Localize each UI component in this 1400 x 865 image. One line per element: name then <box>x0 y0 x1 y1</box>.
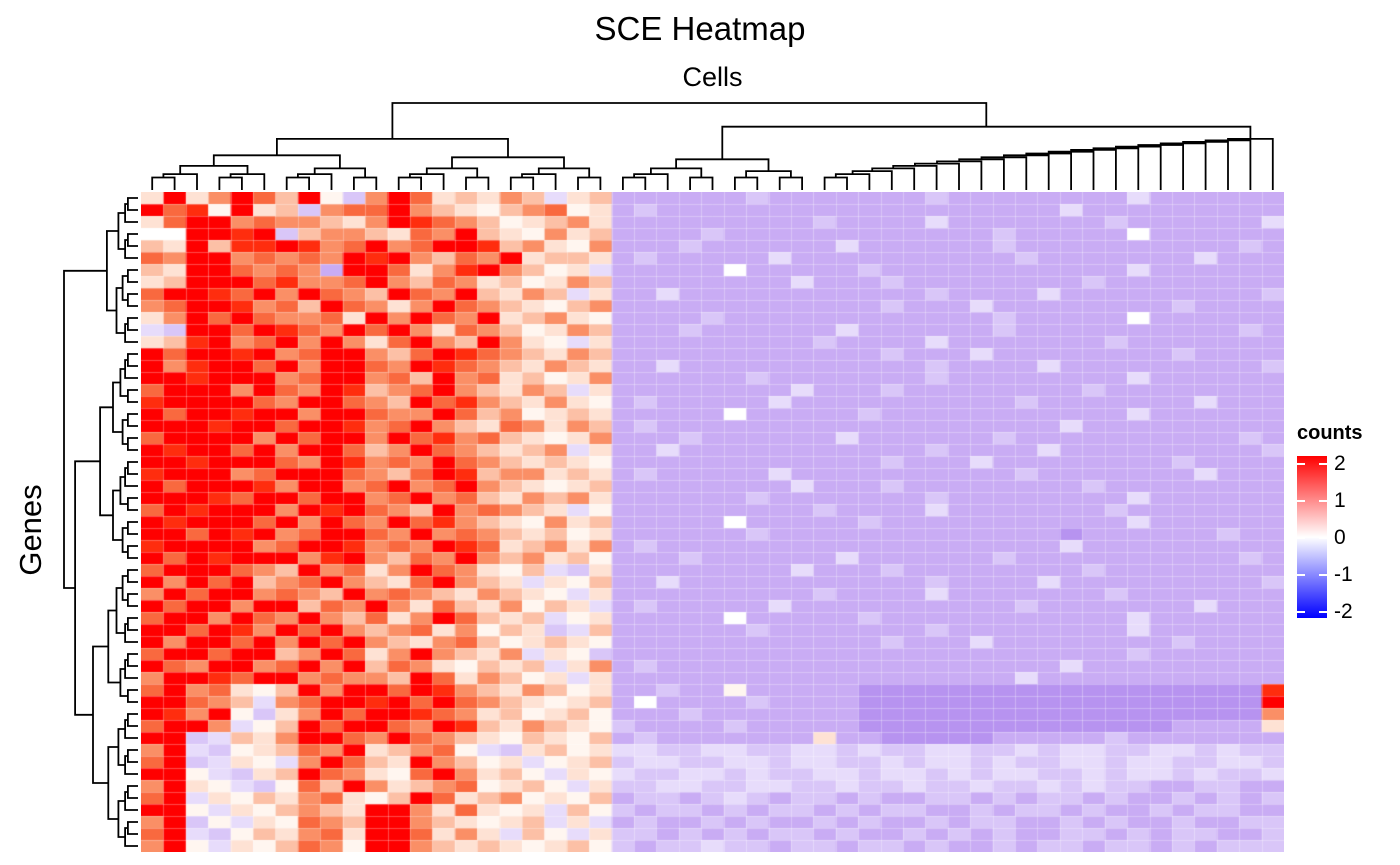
legend-tick-label: -1 <box>1334 563 1353 586</box>
legend-tick-label: 0 <box>1334 526 1346 549</box>
legend-tick-mark <box>1319 500 1327 502</box>
legend-tick-label: 1 <box>1334 489 1346 512</box>
heatmap-canvas <box>141 192 1284 852</box>
legend-tick-mark <box>1319 463 1327 465</box>
chart-title: SCE Heatmap <box>594 10 806 47</box>
legend-tick-mark <box>1319 574 1327 576</box>
column-axis-label: Cells <box>682 62 743 92</box>
legend-title: counts <box>1297 422 1363 444</box>
legend-tick-mark <box>1319 611 1327 613</box>
legend-tick-label: 2 <box>1334 452 1346 475</box>
legend: counts 2 1 0 -1 -2 <box>1290 420 1400 640</box>
legend-tick-mark <box>1297 537 1305 539</box>
legend-tick-mark <box>1297 574 1305 576</box>
legend-tick-label: -2 <box>1334 600 1353 623</box>
legend-tick-mark <box>1297 463 1305 465</box>
legend-tick-mark <box>1297 500 1305 502</box>
legend-tick-mark <box>1319 537 1327 539</box>
legend-tick-mark <box>1297 611 1305 613</box>
